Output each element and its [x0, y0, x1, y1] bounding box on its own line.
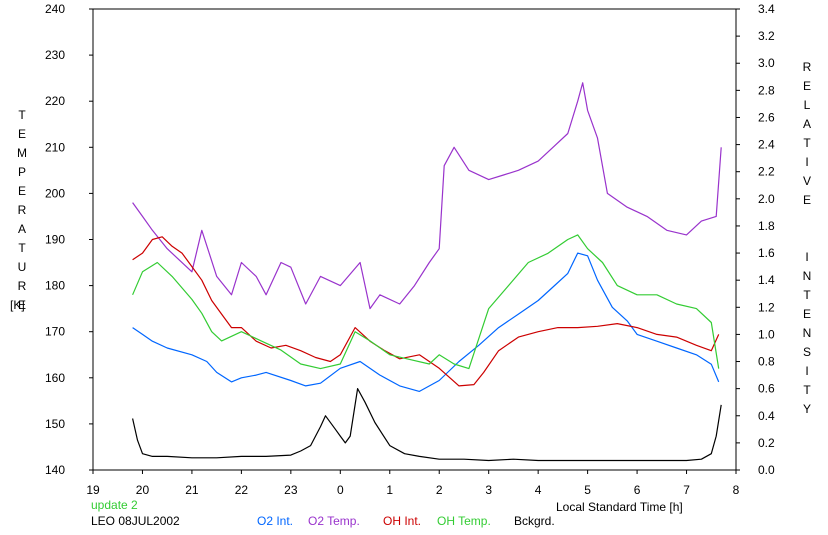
- series-line-bckgrd: [132, 388, 722, 462]
- left-tick-label: 210: [45, 140, 65, 154]
- left-tick-label: 180: [45, 279, 65, 293]
- right-tick-label: 0.4: [758, 409, 775, 423]
- axis-ticks: 1401501601701801902002102202302400.00.20…: [45, 2, 775, 497]
- legend-entry: OH Int.: [383, 514, 422, 528]
- series-line-o2-temp: [132, 82, 722, 310]
- axis-title-letter: E: [802, 307, 811, 321]
- x-tick-label: 2: [436, 483, 443, 497]
- axis-title-letter: V: [802, 174, 811, 188]
- right-tick-label: 1.8: [758, 219, 775, 233]
- right-tick-label: 2.0: [758, 192, 775, 206]
- axis-title-letter: T: [803, 288, 811, 302]
- right-tick-label: 0.2: [758, 436, 775, 450]
- left-tick-label: 240: [45, 2, 65, 16]
- axis-title-letter: T: [803, 136, 811, 150]
- x-tick-label: 19: [86, 483, 100, 497]
- axis-title-letter: I: [805, 250, 809, 264]
- right-tick-label: 0.6: [758, 382, 775, 396]
- left-tick-label: 160: [45, 371, 65, 385]
- series-line-oh-temp: [132, 234, 720, 370]
- x-tick-label: 7: [683, 483, 690, 497]
- axis-title-letter: A: [802, 117, 811, 131]
- right-tick-label: 2.6: [758, 110, 775, 124]
- axis-title-letter: N: [802, 269, 812, 283]
- right-tick-label: 1.2: [758, 300, 775, 314]
- right-tick-label: 0.0: [758, 463, 775, 477]
- x-tick-label: 21: [185, 483, 199, 497]
- left-tick-label: 190: [45, 233, 65, 247]
- axis-title-letter: R: [17, 203, 27, 217]
- right-tick-label: 3.0: [758, 56, 775, 70]
- x-tick-label: 5: [584, 483, 591, 497]
- axis-title-letter: E: [17, 298, 26, 312]
- x-tick-label: 0: [337, 483, 344, 497]
- x-tick-label: 22: [235, 483, 249, 497]
- left-tick-label: 170: [45, 325, 65, 339]
- right-tick-label: 3.4: [758, 2, 775, 16]
- axis-title-letter: R: [17, 279, 27, 293]
- axis-title-letter: R: [802, 60, 812, 74]
- x-tick-label: 6: [634, 483, 641, 497]
- right-tick-label: 0.8: [758, 355, 775, 369]
- x-tick-label: 3: [485, 483, 492, 497]
- left-tick-label: 140: [45, 463, 65, 477]
- axis-title-letter: M: [17, 146, 27, 160]
- axis-title-letter: L: [803, 98, 811, 112]
- right-tick-label: 1.4: [758, 273, 775, 287]
- axis-title-letter: E: [17, 184, 26, 198]
- axis-title-letter: Y: [802, 402, 811, 416]
- axis-title-letter: N: [802, 326, 812, 340]
- axis-title-letter: E: [17, 127, 26, 141]
- right-tick-label: 2.4: [758, 138, 775, 152]
- axis-title-letter: T: [18, 108, 26, 122]
- x-tick-label: 4: [535, 483, 542, 497]
- x-tick-label: 1: [386, 483, 393, 497]
- left-axis-unit: [K]: [10, 298, 25, 312]
- axis-title-letter: P: [17, 165, 26, 179]
- left-tick-label: 150: [45, 417, 65, 431]
- legend-entry: O2 Int.: [257, 514, 294, 528]
- right-tick-label: 1.0: [758, 327, 775, 341]
- right-tick-label: 3.2: [758, 29, 775, 43]
- axis-title-letter: A: [17, 222, 26, 236]
- axis-title-letter: T: [18, 241, 26, 255]
- station-label: LEO 08JUL2002: [91, 514, 180, 528]
- axis-title-letter: U: [17, 260, 27, 274]
- x-tick-label: 8: [733, 483, 740, 497]
- axis-title-letter: T: [803, 383, 811, 397]
- right-tick-label: 1.6: [758, 246, 775, 260]
- axis-title-letter: E: [802, 193, 811, 207]
- legend-entry: O2 Temp.: [308, 514, 360, 528]
- right-tick-label: 2.8: [758, 83, 775, 97]
- axis-title-letter: I: [805, 155, 809, 169]
- series-line-o2-int: [132, 252, 720, 392]
- plot-frame: [92, 8, 737, 471]
- left-tick-label: 230: [45, 48, 65, 62]
- update-annotation: update 2: [91, 498, 138, 512]
- axis-title-letter: [797, 210, 817, 248]
- axis-title-letter: E: [802, 79, 811, 93]
- left-tick-label: 200: [45, 186, 65, 200]
- x-axis-title: Local Standard Time [h]: [556, 500, 683, 514]
- legend-entry: OH Temp.: [437, 514, 491, 528]
- x-tick-label: 23: [284, 483, 298, 497]
- axis-title-letter: I: [805, 364, 809, 378]
- series-lines: [132, 82, 722, 462]
- left-tick-label: 220: [45, 94, 65, 108]
- legend-entry: Bckgrd.: [514, 514, 555, 528]
- x-tick-label: 20: [136, 483, 150, 497]
- right-tick-label: 2.2: [758, 165, 775, 179]
- axis-title-letter: S: [802, 345, 811, 359]
